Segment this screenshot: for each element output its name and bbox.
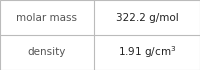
Text: 322.2 g/mol: 322.2 g/mol <box>116 13 178 23</box>
Text: density: density <box>28 47 66 57</box>
Text: molar mass: molar mass <box>16 13 78 23</box>
Text: 1.91 g/cm$^{3}$: 1.91 g/cm$^{3}$ <box>118 44 176 60</box>
